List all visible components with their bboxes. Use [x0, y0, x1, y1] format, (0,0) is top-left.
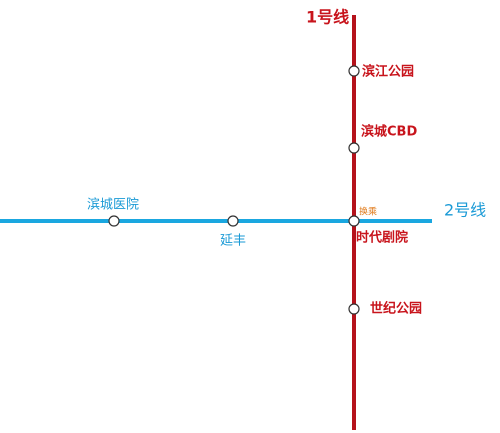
station [227, 215, 239, 227]
station-label: 滨城CBD [361, 124, 417, 140]
station [108, 215, 120, 227]
station-label: 世纪公园 [370, 301, 422, 317]
station [348, 65, 360, 77]
line-2-name: 2号线 [444, 201, 486, 220]
station-label: 滨江公园 [362, 64, 414, 80]
station [348, 142, 360, 154]
station [348, 303, 360, 315]
station-label: 时代剧院 [356, 230, 408, 246]
transfer-station [348, 215, 360, 227]
line-1-name: 1号线 [306, 8, 349, 27]
transfer-label: 换乘 [359, 206, 377, 218]
station-label: 滨城医院 [87, 197, 139, 213]
station-label: 延丰 [220, 234, 246, 249]
